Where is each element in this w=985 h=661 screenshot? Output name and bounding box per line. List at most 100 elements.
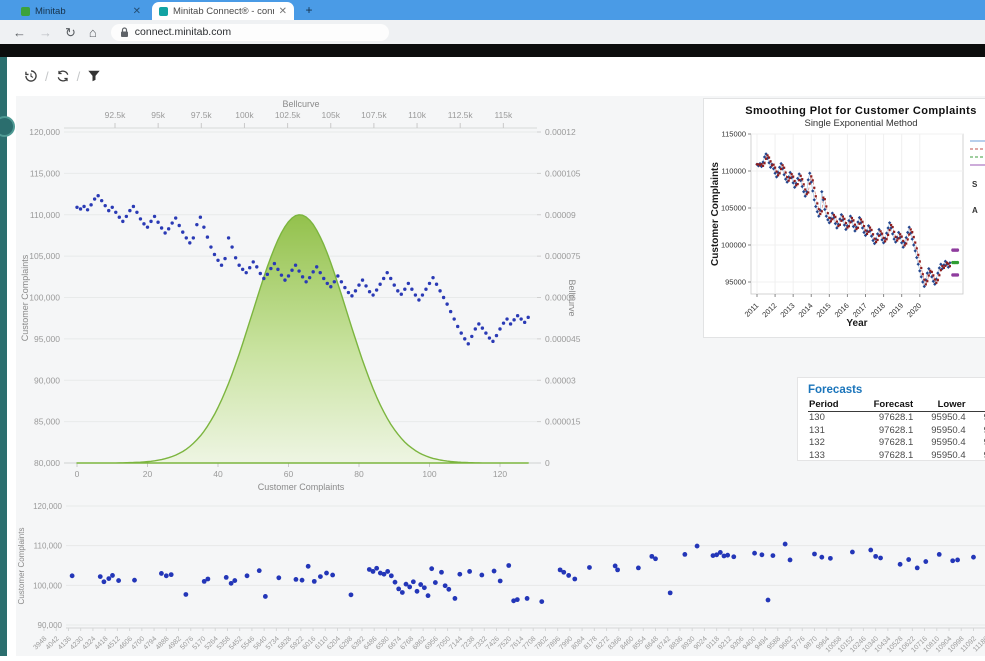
url-text: connect.minitab.com — [134, 26, 232, 38]
tab-strip: Minitab ✕ Minitab Connect® - connect.min… — [0, 0, 985, 20]
table-cell: 99305.8 — [970, 437, 985, 450]
svg-text:2015: 2015 — [815, 301, 833, 319]
svg-text:2013: 2013 — [778, 301, 796, 319]
table-cell: 95950.4 — [931, 424, 966, 436]
svg-text:2020: 2020 — [905, 301, 923, 319]
table-cell: 95950.4 — [931, 437, 966, 448]
bottom-chart-grid: 90,000100,000110,000120,0003948404241364… — [17, 502, 985, 654]
main-chart: 80,000 85,000 90,000 95,000 100,000 105,000 11… — [18, 98, 618, 498]
svg-text:2016: 2016 — [833, 301, 851, 319]
fits-points — [755, 154, 951, 286]
svg-text:6016: 6016 — [302, 635, 318, 651]
svg-text:80,000: 80,000 — [34, 458, 60, 468]
reload-icon[interactable]: ↻ — [65, 24, 76, 40]
column-header: Forecast — [854, 399, 918, 412]
table-row: 130 97628.1 95950.4 99305.8 — [808, 412, 985, 425]
table-cell: 130 — [809, 412, 825, 423]
minitab-connect-favicon-icon — [159, 6, 168, 16]
back-icon[interactable]: ← — [13, 24, 26, 40]
svg-text:2019: 2019 — [887, 301, 905, 319]
svg-text:95k: 95k — [151, 110, 165, 120]
table-row: 131 97628.1 95950.4 99305.8 — [808, 425, 985, 438]
svg-text:100,000: 100,000 — [29, 293, 60, 303]
close-tab-icon[interactable]: ✕ — [132, 5, 141, 17]
filter-icon[interactable] — [87, 69, 101, 83]
toolbar-separator: / — [76, 68, 81, 84]
browser-navbar: ← → ↻ ⌂ connect.minitab.com — [0, 20, 985, 44]
history-icon[interactable] — [24, 69, 38, 83]
svg-text:Bellcurve: Bellcurve — [282, 99, 319, 109]
svg-text:110,000: 110,000 — [34, 542, 63, 551]
svg-text:0.000075: 0.000075 — [545, 251, 581, 261]
tab-title: Minitab Connect® - connect.min — [173, 5, 274, 17]
bellcurve-area — [76, 214, 529, 464]
table-cell: 99305.8 — [970, 412, 985, 425]
svg-text:90,000: 90,000 — [38, 621, 63, 630]
toolbar-separator: / — [45, 68, 49, 84]
svg-text:Customer Complaints: Customer Complaints — [258, 482, 345, 492]
close-tab-icon[interactable]: ✕ — [278, 5, 287, 17]
svg-text:102.5k: 102.5k — [275, 110, 301, 120]
column-header: Upper — [969, 399, 985, 412]
home-icon[interactable]: ⌂ — [88, 24, 97, 40]
svg-text:97.5k: 97.5k — [191, 110, 213, 120]
svg-text:60: 60 — [284, 469, 294, 479]
table-row: 133 97628.1 95950.4 99305.8 — [808, 450, 985, 463]
table-row: 132 97628.1 95950.4 99305.8 — [808, 437, 985, 450]
svg-text:115,000: 115,000 — [30, 168, 60, 178]
minitab-favicon-icon — [21, 6, 30, 16]
table-cell: 99305.8 — [970, 450, 985, 463]
table-cell: 95950.4 — [931, 412, 966, 423]
svg-text:2012: 2012 — [760, 301, 778, 319]
svg-text:105k: 105k — [322, 110, 341, 120]
sync-icon[interactable] — [56, 69, 70, 83]
svg-text:0.00009: 0.00009 — [545, 210, 576, 220]
new-tab-button[interactable]: + — [305, 3, 313, 17]
table-cell: 97628.1 — [878, 424, 914, 436]
table-cell: 99305.8 — [970, 425, 985, 438]
table-cell: 95950.4 — [931, 449, 966, 461]
svg-text:Customer Complaints: Customer Complaints — [20, 254, 30, 341]
svg-text:Year: Year — [846, 318, 867, 329]
svg-text:107.5k: 107.5k — [361, 110, 387, 120]
svg-text:112.5k: 112.5k — [448, 110, 474, 120]
table-cell: 133 — [809, 449, 825, 461]
smoothing-plot: 95000 100000 105000 110000 115000 2011 2012 201… — [704, 99, 985, 339]
forecasts-table-header: PeriodForecastLowerUpper — [808, 399, 985, 412]
app-header-bar — [0, 44, 985, 57]
tab-title: Minitab — [35, 5, 66, 17]
svg-text:95000: 95000 — [725, 278, 746, 287]
svg-text:110,000: 110,000 — [30, 210, 60, 220]
svg-text:110000: 110000 — [722, 167, 746, 176]
tab-minitab[interactable]: Minitab ✕ — [14, 2, 148, 20]
svg-text:85,000: 85,000 — [34, 417, 60, 427]
svg-text:9024: 9024 — [693, 635, 709, 651]
svg-text:0: 0 — [75, 469, 80, 479]
smoothing-plot-title: Smoothing Plot for Customer Complaints — [745, 105, 977, 117]
smoothing-plot-card: 95000 100000 105000 110000 115000 2011 2012 201… — [703, 98, 985, 338]
svg-text:105000: 105000 — [721, 204, 746, 213]
svg-text:0.00012: 0.00012 — [545, 127, 576, 137]
smoothing-plot-subtitle: Single Exponential Method — [804, 118, 918, 129]
svg-text:0.00003: 0.00003 — [545, 375, 576, 385]
column-header: Lower — [917, 399, 970, 412]
address-bar[interactable]: connect.minitab.com — [110, 23, 389, 41]
svg-text:2011: 2011 — [743, 301, 761, 319]
svg-text:110k: 110k — [408, 110, 427, 120]
svg-text:115k: 115k — [494, 110, 513, 120]
svg-text:100,000: 100,000 — [33, 581, 62, 590]
svg-text:80: 80 — [354, 469, 364, 479]
svg-text:0.000045: 0.000045 — [545, 334, 581, 344]
tab-minitab-connect[interactable]: Minitab Connect® - connect.min ✕ — [152, 2, 294, 20]
svg-text:90,000: 90,000 — [34, 375, 60, 385]
svg-text:0.000105: 0.000105 — [545, 168, 581, 178]
table-cell: 132 — [809, 437, 825, 448]
side-nav-strip — [0, 57, 15, 656]
svg-text:120,000: 120,000 — [33, 502, 62, 511]
column-header: Period — [808, 399, 855, 412]
svg-text:0: 0 — [545, 458, 550, 468]
forward-icon[interactable]: → — [39, 24, 52, 40]
svg-text:95,000: 95,000 — [34, 334, 60, 344]
svg-text:2014: 2014 — [797, 301, 815, 319]
